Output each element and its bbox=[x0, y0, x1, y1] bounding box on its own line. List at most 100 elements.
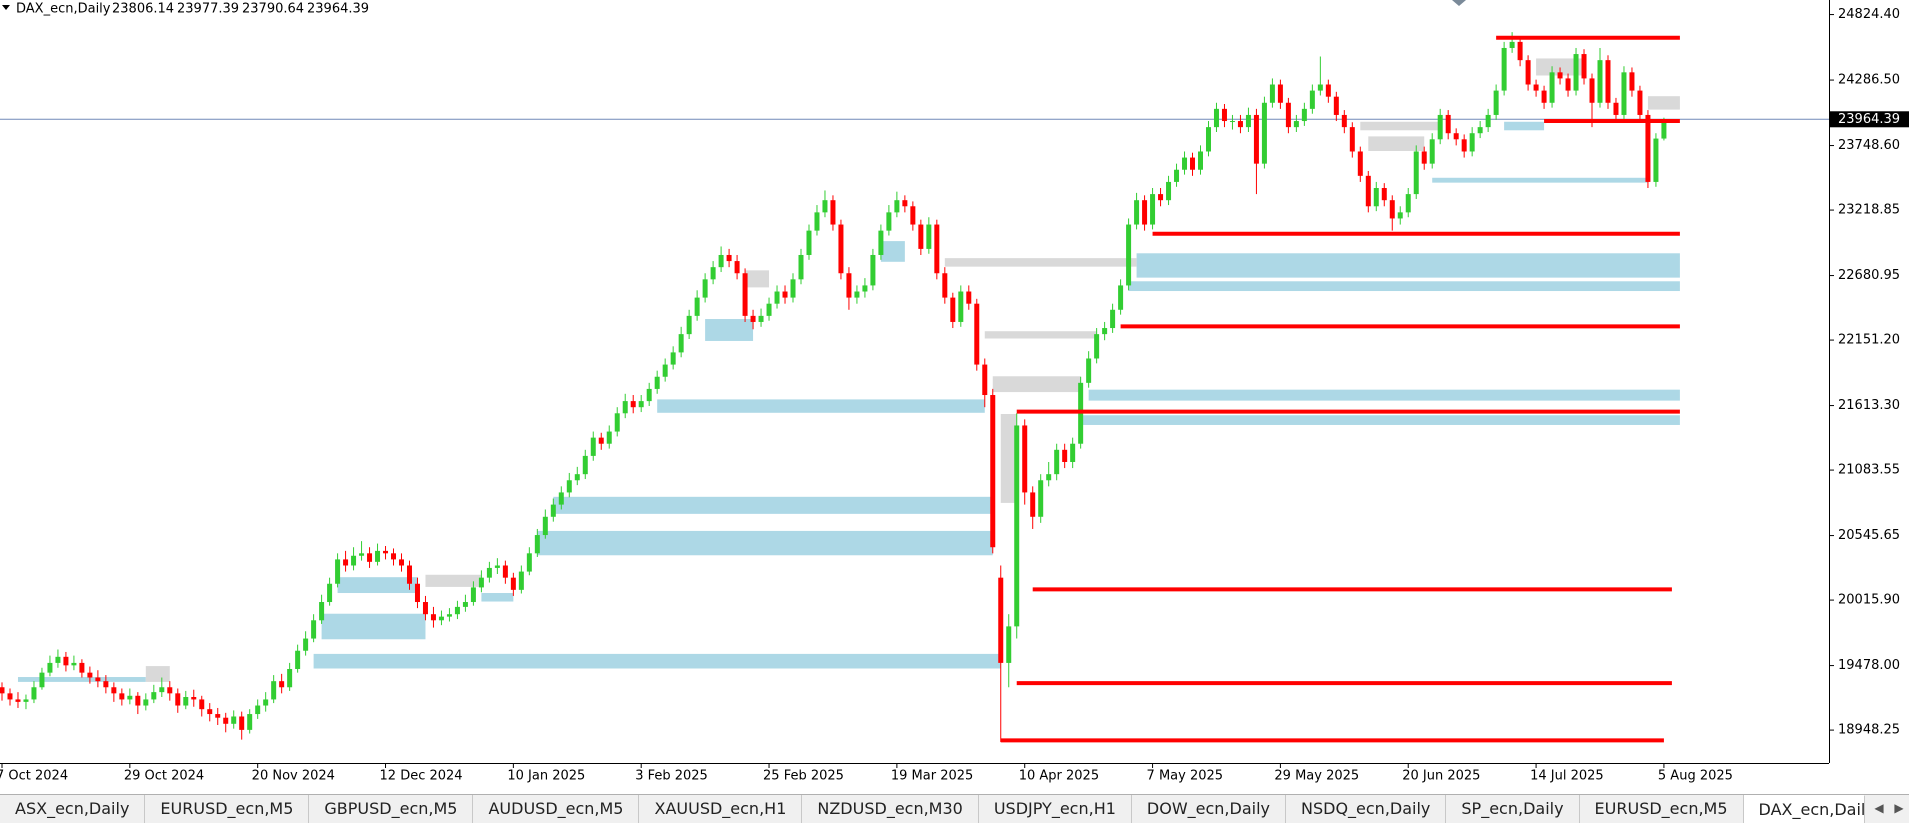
candle-body bbox=[279, 681, 285, 688]
zone bbox=[145, 666, 170, 682]
chart-tab[interactable]: XAUUSD_ecn,H1 bbox=[639, 795, 803, 823]
candle-body bbox=[766, 303, 772, 316]
candle-body bbox=[1293, 121, 1299, 128]
candle-body bbox=[854, 291, 860, 298]
chart-tab[interactable]: ASX_ecn,Daily bbox=[0, 795, 146, 823]
zone bbox=[321, 613, 426, 640]
chart-tab[interactable]: SP_ecn,Daily bbox=[1446, 795, 1580, 823]
candle-body bbox=[790, 279, 796, 298]
candle-body bbox=[1413, 151, 1419, 195]
zone bbox=[992, 376, 1081, 393]
high-value: 23977.39 bbox=[177, 2, 239, 17]
x-tick-label: 29 May 2025 bbox=[1274, 769, 1359, 784]
y-tick-label: 24824.40 bbox=[1838, 7, 1900, 22]
chart-tab[interactable]: EURUSD_ecn,M5 bbox=[1580, 795, 1744, 823]
candle-body bbox=[1317, 84, 1323, 91]
candle-body bbox=[1126, 224, 1132, 286]
candle-body bbox=[1389, 200, 1395, 219]
chart-tab[interactable]: EURUSD_ecn,M5 bbox=[145, 795, 310, 823]
candle-body bbox=[1405, 194, 1411, 213]
candle-body bbox=[742, 273, 748, 316]
chart-tab[interactable]: DAX_ecn,Daily bbox=[1743, 795, 1865, 823]
candle-body bbox=[1341, 114, 1347, 128]
candle-body bbox=[1054, 449, 1060, 475]
zone bbox=[745, 270, 770, 288]
candle-body bbox=[910, 206, 916, 225]
candle-body bbox=[367, 553, 373, 562]
candle-body bbox=[678, 334, 684, 353]
candle-body bbox=[1142, 200, 1148, 225]
chart-tab[interactable]: NZDUSD_ecn,M30 bbox=[802, 795, 979, 823]
chart-tab[interactable]: GBPUSD_ecn,M5 bbox=[309, 795, 474, 823]
zone bbox=[1080, 415, 1680, 425]
zone bbox=[1136, 253, 1680, 278]
candle-body bbox=[998, 577, 1004, 663]
candle-body bbox=[399, 559, 404, 566]
candle-body bbox=[1269, 84, 1275, 103]
candle-body bbox=[199, 699, 205, 710]
candle-body bbox=[942, 273, 948, 298]
candle-body bbox=[223, 717, 229, 724]
candle-body bbox=[822, 200, 828, 213]
candle-body bbox=[878, 230, 884, 255]
zone bbox=[1128, 281, 1680, 292]
y-tick-label: 24286.50 bbox=[1838, 73, 1900, 88]
candle-body bbox=[1333, 96, 1339, 115]
candle-body bbox=[303, 638, 309, 651]
candle-body bbox=[870, 254, 876, 286]
candle-body bbox=[862, 285, 868, 292]
candle-body bbox=[7, 693, 13, 700]
zone bbox=[944, 258, 1137, 267]
candle-body bbox=[191, 697, 197, 700]
candle-body bbox=[606, 431, 612, 444]
candle-body bbox=[1198, 151, 1203, 170]
zone bbox=[984, 331, 1097, 339]
chart-tab[interactable]: AUDUSD_ecn,M5 bbox=[473, 795, 640, 823]
candle-body bbox=[414, 583, 420, 603]
candle-body bbox=[1661, 119, 1667, 139]
candle-body bbox=[119, 693, 125, 700]
candle-body bbox=[1030, 492, 1036, 517]
candle-body bbox=[974, 303, 980, 365]
candle-body bbox=[231, 716, 237, 724]
candle-body bbox=[1429, 139, 1435, 164]
y-tick-label: 20545.65 bbox=[1838, 528, 1900, 543]
candle-body bbox=[1285, 102, 1291, 128]
x-tick-label: 19 Mar 2025 bbox=[891, 769, 973, 784]
tab-scroll-button[interactable]: ▶ bbox=[1894, 801, 1904, 815]
candle-body bbox=[1557, 72, 1563, 79]
candle-body bbox=[1158, 194, 1164, 201]
candle-body bbox=[758, 315, 764, 322]
candle-body bbox=[1381, 188, 1387, 201]
candle-body bbox=[0, 687, 5, 694]
candle-body bbox=[1437, 114, 1443, 140]
x-tick-label: 10 Apr 2025 bbox=[1019, 769, 1099, 784]
tab-scroll-button[interactable]: ◀ bbox=[1874, 801, 1884, 815]
candle-body bbox=[686, 315, 692, 335]
tab-bar: ASX_ecn,Daily EURUSD_ecn,M5 GBPUSD_ecn,M5 A… bbox=[0, 794, 1909, 823]
candle-body bbox=[1221, 108, 1227, 122]
candle-body bbox=[950, 297, 956, 322]
chart-tab[interactable]: NSDQ_ecn,Daily bbox=[1286, 795, 1447, 823]
y-tick-label: 22680.95 bbox=[1838, 268, 1900, 283]
candle-body bbox=[534, 535, 540, 554]
zone bbox=[1360, 121, 1441, 131]
zone bbox=[1647, 96, 1680, 110]
candle-body bbox=[1261, 102, 1267, 164]
chart-tab[interactable]: USDJPY_ecn,H1 bbox=[979, 795, 1132, 823]
candle-body bbox=[558, 492, 564, 505]
tab-scroll: ◀ ▶ bbox=[1869, 795, 1909, 823]
zone bbox=[1432, 177, 1648, 183]
candle-body bbox=[1445, 114, 1451, 134]
candle-body bbox=[1134, 200, 1140, 225]
candle-body bbox=[1517, 41, 1523, 61]
chart-tab[interactable]: DOW_ecn,Daily bbox=[1132, 795, 1286, 823]
candle-body bbox=[918, 224, 924, 249]
candle-body bbox=[1229, 121, 1235, 123]
scroll-marker[interactable] bbox=[1452, 0, 1466, 6]
y-tick-label: 21613.30 bbox=[1838, 398, 1900, 413]
candle-body bbox=[39, 672, 45, 688]
menu-triangle[interactable] bbox=[2, 5, 10, 10]
y-tick-label: 23218.85 bbox=[1838, 203, 1900, 218]
candle-body bbox=[1493, 90, 1499, 115]
